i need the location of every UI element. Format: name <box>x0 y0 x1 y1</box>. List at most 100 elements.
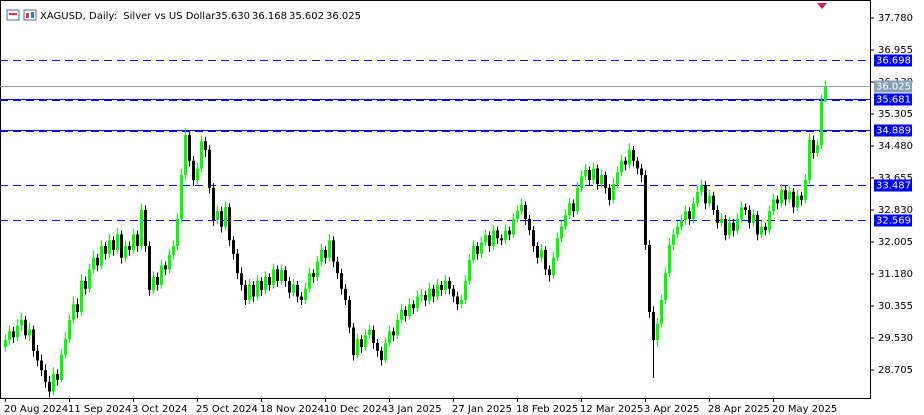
candle-body <box>248 284 251 300</box>
candle-body <box>112 240 115 250</box>
candle-body <box>132 234 135 250</box>
candle-body <box>428 288 431 301</box>
candle-body <box>560 226 563 239</box>
candle-body <box>488 235 491 247</box>
candle-body <box>644 175 647 245</box>
candle-body <box>352 327 355 356</box>
candle-body <box>492 230 495 247</box>
candle-body <box>760 226 763 235</box>
candle-body <box>188 135 191 161</box>
candle-body <box>396 319 399 336</box>
candle-body <box>700 185 703 192</box>
candle-body <box>368 329 371 336</box>
level-tag <box>874 214 912 227</box>
candle-body <box>156 277 159 285</box>
candle-body <box>800 195 803 200</box>
candle-body <box>176 218 179 247</box>
candle-body <box>100 246 103 266</box>
candle-body <box>748 209 751 223</box>
candle-body <box>768 211 771 231</box>
candle-body <box>676 226 679 235</box>
candle-body <box>128 246 131 250</box>
candle-body <box>600 175 603 185</box>
level-label: 33.487 <box>876 181 911 192</box>
candle-body <box>312 273 315 278</box>
level-label: 34.889 <box>876 126 911 137</box>
candle-body <box>76 304 79 313</box>
candle-body <box>324 249 327 258</box>
candle-body <box>624 160 627 165</box>
candle-body <box>688 211 691 219</box>
candle-body <box>664 273 667 300</box>
candle-body <box>424 294 427 301</box>
candle-body <box>616 172 619 185</box>
candle-body <box>440 284 443 290</box>
candle-body <box>524 204 527 219</box>
candle-body <box>84 280 87 289</box>
candle-body <box>120 234 123 258</box>
icon <box>23 9 37 21</box>
candle-body <box>480 242 483 254</box>
y-tick-label: 29.530 <box>878 333 913 344</box>
candle-body <box>240 273 243 285</box>
candle-body <box>728 222 731 236</box>
x-tick-label: 10 Dec 2024 <box>324 404 388 415</box>
candle-body <box>716 209 719 223</box>
candle-body <box>192 160 195 181</box>
candle-body <box>40 360 43 371</box>
candle-body <box>548 269 551 276</box>
candle-body <box>388 331 391 344</box>
candle-body <box>372 329 375 344</box>
candle-body <box>632 149 635 161</box>
candle-body <box>272 269 275 285</box>
candle-body <box>564 215 567 227</box>
candle-body <box>64 339 67 355</box>
candle-body <box>232 240 235 254</box>
level-tag <box>874 124 912 137</box>
x-tick-label: 27 Jan 2025 <box>452 404 512 415</box>
candle-body <box>540 249 543 258</box>
candle-body <box>104 246 107 254</box>
candle-body <box>580 176 583 188</box>
candle-body <box>588 170 591 181</box>
x-tick-label: 12 Mar 2025 <box>580 404 643 415</box>
candle-body <box>464 280 467 300</box>
candle-body <box>752 215 755 223</box>
y-tick-label: 37.780 <box>878 13 913 24</box>
candle-body <box>416 296 419 309</box>
candle-body <box>732 222 735 231</box>
candle-body <box>796 195 799 208</box>
candle-body <box>88 269 91 289</box>
candle-body <box>432 288 435 297</box>
candle-body <box>816 145 819 153</box>
candle-body <box>44 370 47 382</box>
close-label: 36.025 <box>326 11 361 22</box>
candle-body <box>596 168 599 185</box>
candle-body <box>512 218 515 235</box>
x-tick-label: 28 Apr 2025 <box>708 404 770 415</box>
candle-body <box>276 269 279 281</box>
candle-body <box>80 280 83 313</box>
candle-body <box>652 312 655 340</box>
candle-body <box>640 168 643 176</box>
candle-body <box>36 350 39 361</box>
candle-body <box>776 199 779 204</box>
candle-body <box>404 310 407 316</box>
candle-body <box>200 141 203 169</box>
candle-body <box>592 168 595 181</box>
candle-body <box>328 240 331 258</box>
candle-body <box>364 335 367 347</box>
candle-body <box>308 273 311 289</box>
candle-body <box>740 207 743 219</box>
candle-body <box>516 211 519 219</box>
candle-body <box>556 238 559 258</box>
x-tick-label: 25 Oct 2024 <box>196 404 258 415</box>
y-tick-label: 34.480 <box>878 141 913 152</box>
x-tick-label: 20 May 2025 <box>772 404 837 415</box>
candle-body <box>496 230 499 239</box>
candle-body <box>296 284 299 297</box>
candle-body <box>572 203 575 212</box>
candle-body <box>736 218 739 231</box>
candle-body <box>124 246 127 258</box>
icon <box>31 12 34 18</box>
